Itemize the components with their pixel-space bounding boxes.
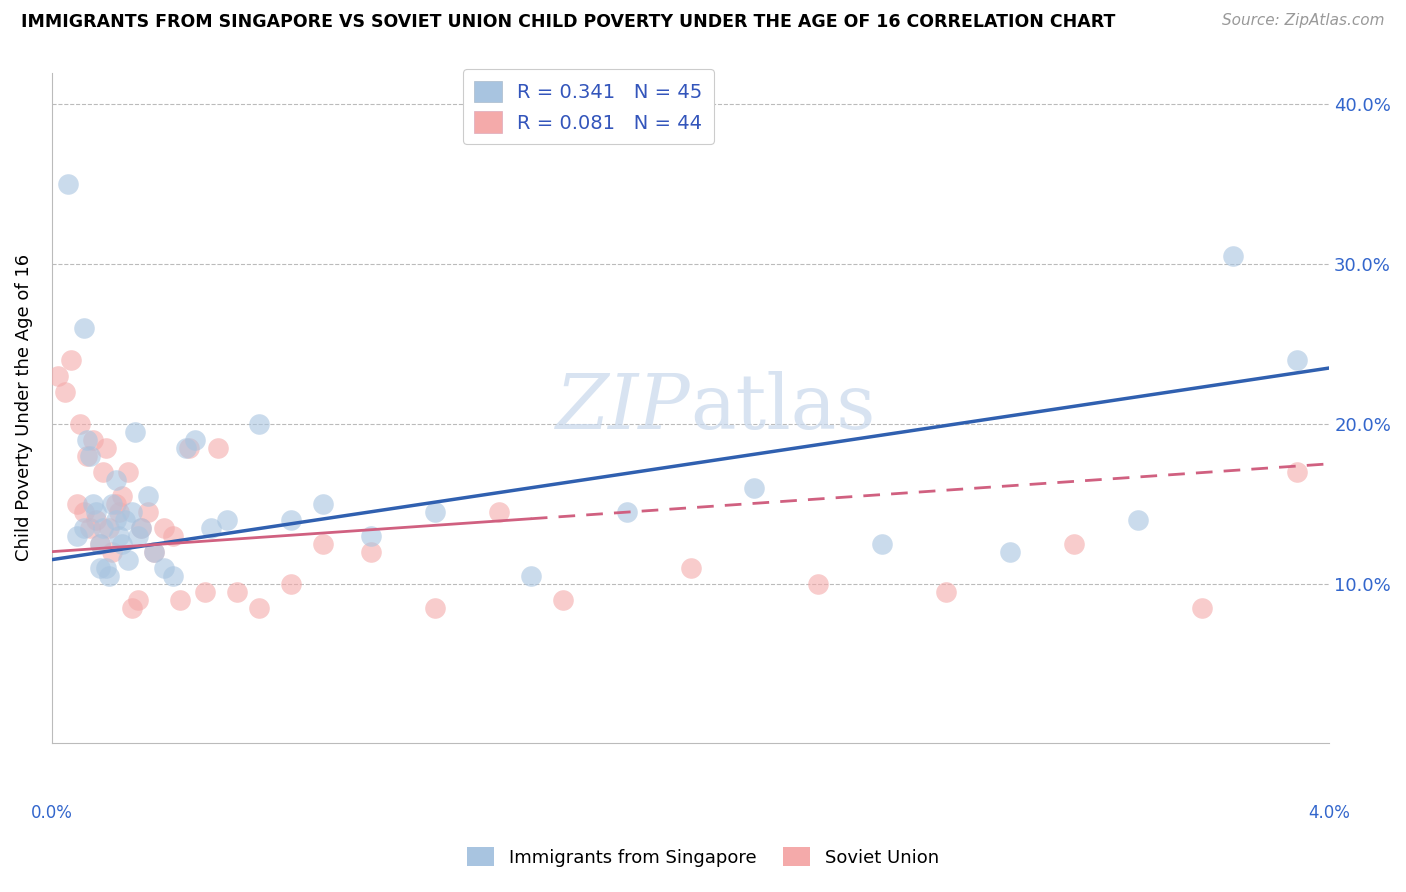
Point — [121, 505, 143, 519]
Point — [142, 544, 165, 558]
Text: 0.0%: 0.0% — [31, 804, 73, 822]
Point — [247, 417, 270, 431]
Point — [152, 560, 174, 574]
Point — [488, 505, 510, 519]
Point — [616, 505, 638, 519]
Point — [152, 521, 174, 535]
Point — [1286, 465, 1309, 479]
Point — [114, 513, 136, 527]
Point — [46, 369, 69, 384]
Text: atlas: atlas — [690, 371, 876, 445]
Point — [520, 568, 543, 582]
Point — [142, 544, 165, 558]
Point — [207, 441, 229, 455]
Point — [94, 441, 117, 455]
Point — [111, 537, 134, 551]
Point — [744, 481, 766, 495]
Legend: Immigrants from Singapore, Soviet Union: Immigrants from Singapore, Soviet Union — [460, 840, 946, 874]
Point — [121, 600, 143, 615]
Point — [217, 513, 239, 527]
Point — [59, 353, 82, 368]
Point — [247, 600, 270, 615]
Point — [104, 497, 127, 511]
Point — [127, 592, 149, 607]
Point — [1286, 353, 1309, 368]
Point — [807, 576, 830, 591]
Point — [423, 600, 446, 615]
Point — [136, 489, 159, 503]
Point — [82, 497, 104, 511]
Point — [104, 473, 127, 487]
Point — [423, 505, 446, 519]
Point — [162, 529, 184, 543]
Point — [66, 529, 89, 543]
Point — [117, 552, 139, 566]
Point — [53, 384, 76, 399]
Point — [679, 560, 702, 574]
Point — [312, 537, 335, 551]
Point — [101, 497, 124, 511]
Point — [280, 576, 302, 591]
Point — [200, 521, 222, 535]
Point — [73, 321, 96, 335]
Point — [174, 441, 197, 455]
Point — [1191, 600, 1213, 615]
Point — [136, 505, 159, 519]
Point — [89, 560, 111, 574]
Text: ZIP: ZIP — [555, 371, 690, 445]
Point — [104, 513, 127, 527]
Point — [184, 433, 207, 447]
Point — [312, 497, 335, 511]
Point — [86, 513, 108, 527]
Point — [98, 568, 121, 582]
Point — [111, 489, 134, 503]
Point — [1222, 249, 1244, 263]
Point — [101, 544, 124, 558]
Point — [360, 529, 382, 543]
Point — [935, 584, 957, 599]
Point — [360, 544, 382, 558]
Point — [1063, 537, 1085, 551]
Point — [1126, 513, 1149, 527]
Point — [117, 465, 139, 479]
Point — [98, 521, 121, 535]
Point — [76, 449, 98, 463]
Point — [108, 505, 131, 519]
Text: Source: ZipAtlas.com: Source: ZipAtlas.com — [1222, 13, 1385, 29]
Point — [91, 521, 114, 535]
Point — [108, 529, 131, 543]
Y-axis label: Child Poverty Under the Age of 16: Child Poverty Under the Age of 16 — [15, 254, 32, 561]
Point — [998, 544, 1021, 558]
Point — [66, 497, 89, 511]
Point — [73, 505, 96, 519]
Point — [89, 537, 111, 551]
Point — [94, 560, 117, 574]
Point — [82, 433, 104, 447]
Point — [177, 441, 200, 455]
Point — [86, 505, 108, 519]
Text: IMMIGRANTS FROM SINGAPORE VS SOVIET UNION CHILD POVERTY UNDER THE AGE OF 16 CORR: IMMIGRANTS FROM SINGAPORE VS SOVIET UNIO… — [21, 13, 1115, 31]
Point — [280, 513, 302, 527]
Point — [79, 521, 101, 535]
Point — [129, 521, 152, 535]
Point — [76, 433, 98, 447]
Point — [91, 465, 114, 479]
Point — [89, 537, 111, 551]
Point — [124, 425, 146, 439]
Point — [129, 521, 152, 535]
Point — [79, 449, 101, 463]
Point — [162, 568, 184, 582]
Point — [69, 417, 91, 431]
Legend: R = 0.341   N = 45, R = 0.081   N = 44: R = 0.341 N = 45, R = 0.081 N = 44 — [463, 69, 714, 145]
Point — [194, 584, 217, 599]
Point — [226, 584, 249, 599]
Text: 4.0%: 4.0% — [1309, 804, 1350, 822]
Point — [56, 178, 79, 192]
Point — [73, 521, 96, 535]
Point — [127, 529, 149, 543]
Point — [551, 592, 574, 607]
Point — [169, 592, 191, 607]
Point — [870, 537, 893, 551]
